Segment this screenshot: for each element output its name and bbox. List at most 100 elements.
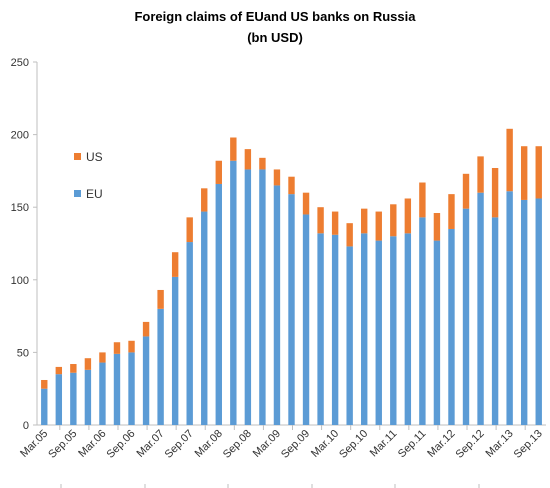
bar-eu bbox=[157, 308, 164, 425]
bar-eu bbox=[506, 191, 513, 425]
bar-us bbox=[99, 352, 106, 363]
bar-eu bbox=[535, 198, 542, 425]
x-tick-label: Sep.09 bbox=[279, 428, 312, 461]
bar-eu bbox=[477, 192, 484, 425]
bar-eu bbox=[273, 185, 281, 425]
bar-eu bbox=[491, 217, 499, 425]
bar-us bbox=[273, 169, 281, 186]
bar-eu bbox=[186, 242, 193, 425]
bar-us bbox=[230, 137, 237, 161]
x-tick-label: Mar.11 bbox=[368, 428, 400, 460]
bar-us bbox=[375, 211, 382, 241]
bar-us bbox=[142, 321, 150, 337]
bar-us bbox=[462, 173, 470, 209]
bar-us bbox=[41, 379, 48, 389]
y-tick-label: 250 bbox=[11, 57, 29, 69]
bar-eu bbox=[462, 208, 470, 425]
x-tick-label: Sep.13 bbox=[512, 428, 545, 461]
y-tick-label: 0 bbox=[23, 420, 29, 432]
bar-us bbox=[520, 146, 528, 200]
bar-eu bbox=[84, 369, 92, 425]
bar-eu bbox=[317, 233, 324, 425]
bar-us bbox=[70, 364, 77, 373]
legend-label-us: US bbox=[86, 150, 103, 164]
x-tick-label: Sep.12 bbox=[454, 428, 487, 461]
x-tick-label: Sep.05 bbox=[46, 428, 79, 461]
bar-us bbox=[84, 358, 92, 370]
bar-eu bbox=[55, 374, 63, 425]
bar-eu bbox=[128, 352, 135, 425]
bar-us bbox=[433, 213, 441, 241]
y-tick-label: 100 bbox=[11, 275, 29, 287]
bar-us bbox=[404, 198, 412, 234]
y-tick-label: 200 bbox=[11, 130, 29, 142]
bar-eu bbox=[331, 234, 339, 425]
bar-us bbox=[390, 204, 397, 237]
bar-us bbox=[171, 252, 179, 277]
x-tick-label: Mar.07 bbox=[134, 428, 166, 460]
bar-eu bbox=[99, 362, 106, 425]
bar-us bbox=[157, 289, 164, 309]
x-tick-label: Sep.06 bbox=[105, 428, 138, 461]
bar-us bbox=[491, 167, 499, 218]
bar-us bbox=[55, 366, 63, 375]
x-tick-label: Mar.08 bbox=[193, 428, 225, 460]
y-tick-label: 50 bbox=[17, 347, 29, 359]
bar-us bbox=[535, 146, 542, 199]
bar-us bbox=[244, 149, 252, 170]
bar-us bbox=[331, 211, 339, 235]
x-tick-label: Mar.13 bbox=[483, 428, 515, 460]
bar-us bbox=[288, 176, 295, 195]
bar-eu bbox=[346, 246, 353, 425]
bar-eu bbox=[390, 236, 397, 425]
chart-title: Foreign claims of EUand US banks on Russ… bbox=[134, 9, 416, 24]
bar-eu bbox=[520, 199, 528, 425]
bar-us bbox=[506, 128, 513, 192]
legend-swatch-eu bbox=[74, 190, 81, 197]
bar-us bbox=[201, 188, 208, 212]
bar-us bbox=[302, 192, 310, 215]
bar-eu bbox=[433, 240, 441, 425]
chart-subtitle: (bn USD) bbox=[247, 30, 303, 45]
x-tick-label: Mar.05 bbox=[18, 428, 50, 460]
bar-eu bbox=[41, 388, 48, 425]
bar-us bbox=[477, 156, 484, 193]
bar-eu bbox=[404, 233, 412, 425]
x-tick-label: Mar.06 bbox=[76, 428, 108, 460]
bar-us bbox=[128, 340, 135, 353]
x-tick-label: Sep.08 bbox=[221, 428, 254, 461]
x-tick-label: Sep.07 bbox=[163, 428, 196, 461]
bar-eu bbox=[448, 228, 455, 425]
bar-eu bbox=[201, 211, 208, 425]
bar-eu bbox=[70, 372, 77, 425]
x-tick-label: Sep.11 bbox=[396, 428, 429, 461]
bar-us bbox=[346, 223, 353, 247]
bar-us bbox=[259, 157, 266, 170]
x-tick-label: Mar.12 bbox=[425, 428, 457, 460]
bar-us bbox=[186, 217, 193, 243]
bar-eu bbox=[230, 160, 237, 425]
bar-eu bbox=[302, 214, 310, 425]
bar-us bbox=[361, 208, 368, 234]
bar-us bbox=[317, 207, 324, 234]
bar-eu bbox=[288, 194, 295, 425]
x-tick-label: Sep.10 bbox=[337, 428, 370, 461]
bar-us bbox=[419, 182, 426, 218]
bar-eu bbox=[244, 169, 252, 425]
bar-us bbox=[113, 342, 121, 354]
bar-eu bbox=[171, 276, 179, 425]
legend-label-eu: EU bbox=[86, 187, 103, 201]
x-tick-label: Mar.09 bbox=[251, 428, 283, 460]
x-tick-label: Mar.10 bbox=[309, 428, 341, 460]
bar-eu bbox=[215, 183, 222, 425]
bar-us bbox=[448, 194, 455, 229]
bar-eu bbox=[142, 336, 150, 425]
bar-eu bbox=[259, 169, 266, 425]
legend-swatch-us bbox=[74, 153, 81, 160]
bar-eu bbox=[361, 233, 368, 425]
y-tick-label: 150 bbox=[11, 202, 29, 214]
bar-us bbox=[215, 160, 222, 184]
bar-eu bbox=[419, 217, 426, 425]
bar-eu bbox=[375, 240, 382, 425]
